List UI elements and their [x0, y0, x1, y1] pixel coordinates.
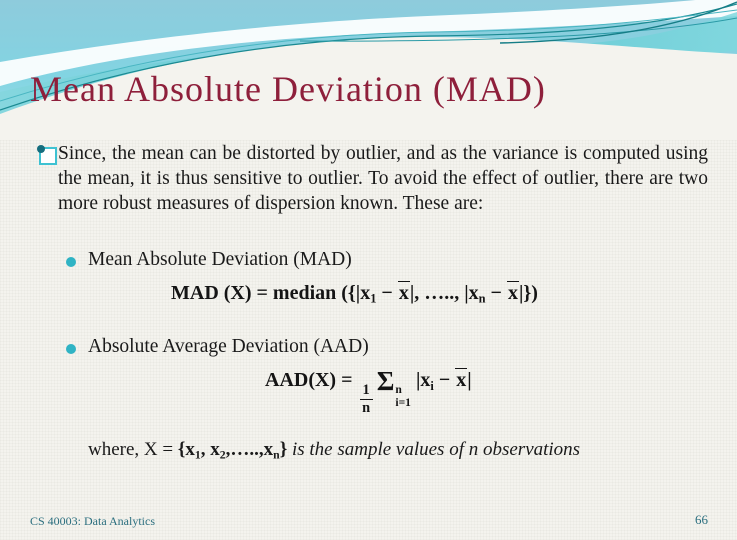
mad-sub-n: n — [478, 291, 486, 306]
mad-minus-2: − — [485, 282, 507, 304]
mad-minus-1: − — [376, 282, 398, 304]
square-bullet-icon — [37, 145, 57, 165]
sigma-upper-limit: n — [395, 383, 402, 397]
mad-sub-1: 1 — [370, 291, 377, 306]
aad-formula-lhs: AAD(X) = — [265, 369, 358, 392]
where-set-open: {x — [177, 439, 195, 460]
where-sub-1: 1 — [194, 448, 201, 462]
header-wave-decoration — [0, 0, 737, 140]
intro-paragraph: Since, the mean can be distorted by outl… — [58, 143, 708, 214]
footer-course-label: CS 40003: Data Analytics — [30, 514, 155, 528]
aad-formula-open: |x — [415, 369, 431, 392]
where-tail: is the sample values of n observations — [287, 439, 581, 460]
mad-formula-close: |}) — [518, 282, 538, 304]
aad-formula-close: | — [467, 369, 472, 392]
page-number: 66 — [695, 512, 708, 527]
sigma-lower-limit: i=1 — [395, 396, 411, 410]
mad-xbar-1: x — [397, 281, 410, 304]
aad-sub-i: i — [430, 378, 434, 393]
where-sub-n: n — [273, 448, 280, 462]
mad-xbar-2: x — [506, 281, 519, 304]
mad-list-label: Mean Absolute Deviation (MAD) — [88, 249, 352, 270]
sigma-limits: n i=1 — [395, 383, 411, 409]
fraction-numerator: 1 — [359, 383, 373, 401]
mad-formula-open: ({|x — [341, 282, 371, 304]
where-dots: ,…..,x — [225, 439, 274, 460]
slide-title: Mean Absolute Deviation (MAD) — [30, 69, 546, 109]
aad-list-label: Absolute Average Deviation (AAD) — [88, 336, 369, 357]
circle-bullet-icon — [66, 257, 76, 267]
where-comma-1: , x — [200, 439, 220, 460]
fraction-denominator: n — [362, 400, 371, 417]
mad-formula-lhs: MAD (X) = median — [171, 282, 342, 304]
sigma-icon: Σ — [376, 366, 395, 396]
mad-formula-mid: |, ….., |x — [409, 282, 479, 304]
aad-minus: − — [433, 369, 456, 392]
where-sub-2: 2 — [219, 448, 226, 462]
where-set-close: } — [279, 439, 288, 460]
where-definition-line: where, X = {x1, x2,…..,xn} is the sample… — [88, 439, 580, 461]
bullet-dot-icon — [37, 145, 45, 153]
where-lead: where, X = — [88, 439, 178, 460]
circle-bullet-icon — [66, 344, 76, 354]
mad-formula: MAD (X) = median ({|x1 − x|, ….., |xn − … — [171, 281, 538, 305]
aad-xbar: x — [455, 368, 468, 392]
